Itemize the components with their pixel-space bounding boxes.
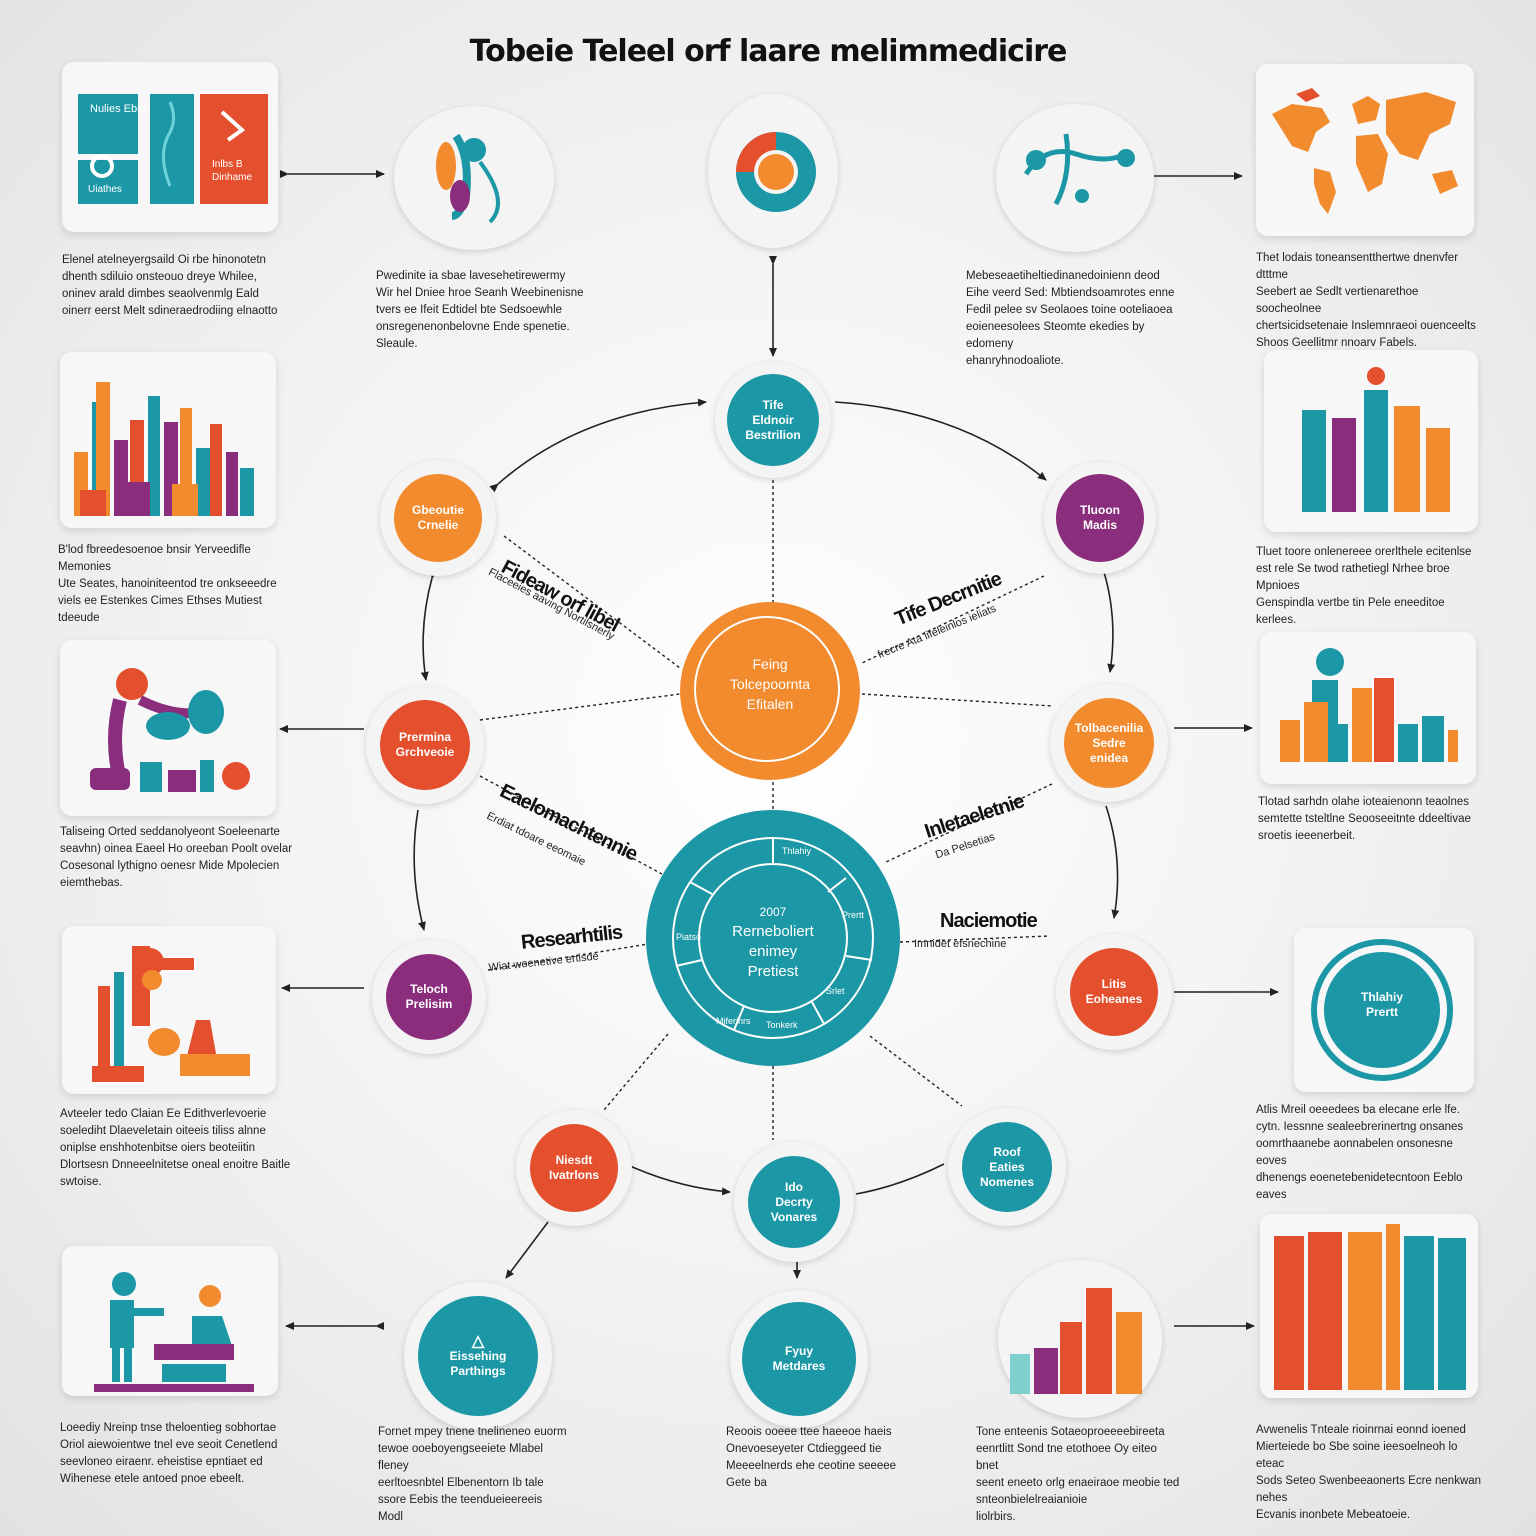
ring-label-4: Tonkerk xyxy=(766,1020,798,1030)
dash-ur xyxy=(859,575,1045,665)
node-bottom-right[interactable]: Roof Eaties Nomenes xyxy=(948,1108,1066,1226)
caption-left-2: B'lod fbreedesoenoe bnsir Yerveedifle Me… xyxy=(58,544,277,624)
arrow-bottom-left xyxy=(505,1221,549,1279)
arc-right-1 xyxy=(1097,563,1116,673)
tile-label-1: Nulies Ebid. xyxy=(90,103,149,115)
tile-label-3: Inlbs B Dinhame xyxy=(212,159,253,183)
dash-mr xyxy=(885,783,1053,863)
arc-right-2 xyxy=(1105,805,1120,919)
caption-left-3: Taliseing Orted seddanolyeont Soeleenart… xyxy=(60,826,293,889)
dash-br xyxy=(869,1035,963,1107)
icon-circle-network xyxy=(996,104,1154,252)
card-city-bars xyxy=(60,352,276,528)
caption-mid-1: Pwedinite ia sbae lavesehetirewermy Wir h… xyxy=(376,270,584,350)
ring-label-1: Thlahiy xyxy=(782,846,812,856)
caption-left-5: Loeediy Nreinp tnse theloentieg sobhorta… xyxy=(60,1422,278,1485)
hub-upper[interactable]: Feing Tolcepoornta Efitalen xyxy=(680,602,860,780)
world-map-icon xyxy=(1272,88,1458,214)
caption-right-1: Thet lodais toneansentthertwe dnenvfer d… xyxy=(1256,252,1476,349)
bar-city-illustration xyxy=(74,382,254,516)
card-consultation xyxy=(62,1246,278,1396)
icon-circle-scan xyxy=(394,106,554,250)
card-lab-illustration xyxy=(60,640,276,816)
card-world-map xyxy=(1256,64,1474,236)
node-mid-right[interactable]: Tolbacenilia Sedre enidea xyxy=(1050,684,1168,802)
hub-lower[interactable]: 2007 Rerneboliert enimey Pretiest Thlahi… xyxy=(646,810,900,1066)
ring-label-6: Piatso xyxy=(676,932,702,942)
caption-mid-5: Tone enteenis Sotaeoproeeeebireeta eenrtl… xyxy=(976,1426,1180,1523)
ring-label-3: Srlet xyxy=(826,986,845,996)
ring-badge-text: Thlahiy Prertt xyxy=(1360,990,1403,1019)
warning-triangle-icon: △ xyxy=(471,1332,485,1350)
caption-mid-3: Fornet mpey tnene tnelineneo euorm tewoe … xyxy=(378,1426,567,1523)
icon-circle-bars xyxy=(998,1260,1162,1418)
hub-lower-ring xyxy=(672,837,874,1039)
node-upper-right[interactable]: Tluoon Madis xyxy=(1044,462,1156,574)
node-top[interactable]: Tife Eldnoir Bestrilion xyxy=(715,362,831,478)
spoke-label-lr: Naciemotie xyxy=(940,910,1038,932)
ring-label-5: Miferinrs xyxy=(716,1016,751,1026)
bar-chart-icon xyxy=(1010,1288,1142,1394)
dash-lr xyxy=(899,935,1051,943)
card-apparatus xyxy=(62,926,276,1094)
caption-left-4: Avteeler tedo Claian Ee Edithverlevoerie… xyxy=(60,1108,291,1188)
caption-left-1: Elenel atelneyergsaild Oi rbe hinonotetn… xyxy=(62,254,278,317)
caption-right-2: Tluet toore onlenereee orerlthele eciten… xyxy=(1256,546,1472,626)
arc-left-1 xyxy=(420,569,438,681)
node-bottom-center[interactable]: Ido Decrty Vonares xyxy=(734,1142,854,1262)
donut-chart-icon xyxy=(736,132,816,212)
caption-mid-4: Reoois ooeee ttee haeeoe haeis Onevoeseye… xyxy=(726,1426,897,1489)
card-icon-panel: Nulies Ebid. Inlbs B Dinhame Uiathes xyxy=(62,62,278,232)
arc-bottom-right xyxy=(855,1163,945,1195)
arc-top-right xyxy=(834,401,1047,481)
arc-top-left xyxy=(489,398,707,493)
spoke-sub-lr: Imnidet efsnechine xyxy=(914,938,1007,950)
node-base-left[interactable]: △ Eissehing Parthings xyxy=(404,1282,552,1430)
card-ring-badge: Thlahiy Prertt xyxy=(1294,928,1474,1092)
dash-bl xyxy=(603,1033,669,1111)
dash-right xyxy=(861,693,1053,707)
caption-right-4: Atlis Mreil oeeedees ba elecane erle lfe… xyxy=(1256,1104,1464,1201)
node-base-center[interactable]: Fyuy Metdares xyxy=(730,1290,868,1428)
node-upper-left[interactable]: Gbeoutie Crnelie xyxy=(380,460,496,576)
arc-left-2 xyxy=(413,809,426,931)
caption-mid-2: Mebeseaetiheltiedinanedoinienn deod Eihe … xyxy=(966,270,1175,367)
node-bottom-left[interactable]: Niesdt Ivatrlons xyxy=(516,1110,632,1226)
node-mid-left[interactable]: Prermina Grchveoie xyxy=(366,686,484,804)
dash-ml xyxy=(479,775,663,875)
tile-label-4: Uiathes xyxy=(88,184,122,195)
card-bar-chart xyxy=(1264,350,1478,532)
dash-left xyxy=(479,693,681,721)
arc-bottom-left xyxy=(629,1165,731,1196)
bar-chart-illustration xyxy=(1302,367,1450,512)
node-lower-right[interactable]: Litis Eoheanes xyxy=(1056,934,1172,1050)
icon-circle-donut xyxy=(708,94,838,248)
card-tall-bars xyxy=(1260,1214,1478,1398)
caption-right-5: Avwenelis Tnteale rioinrnai eonnd ioened… xyxy=(1256,1424,1482,1521)
dash-ul xyxy=(503,535,681,669)
node-lower-left[interactable]: Teloch Prelisim xyxy=(372,940,486,1054)
card-analyst-bars xyxy=(1260,632,1476,784)
caption-right-3: Tlotad sarhdn olahe ioteaienonn teaolnes… xyxy=(1258,796,1471,842)
ring-label-2: Prertt xyxy=(842,910,865,920)
infographic-title: Tobeie Teleel orf laare melimmedicire xyxy=(469,34,1068,69)
